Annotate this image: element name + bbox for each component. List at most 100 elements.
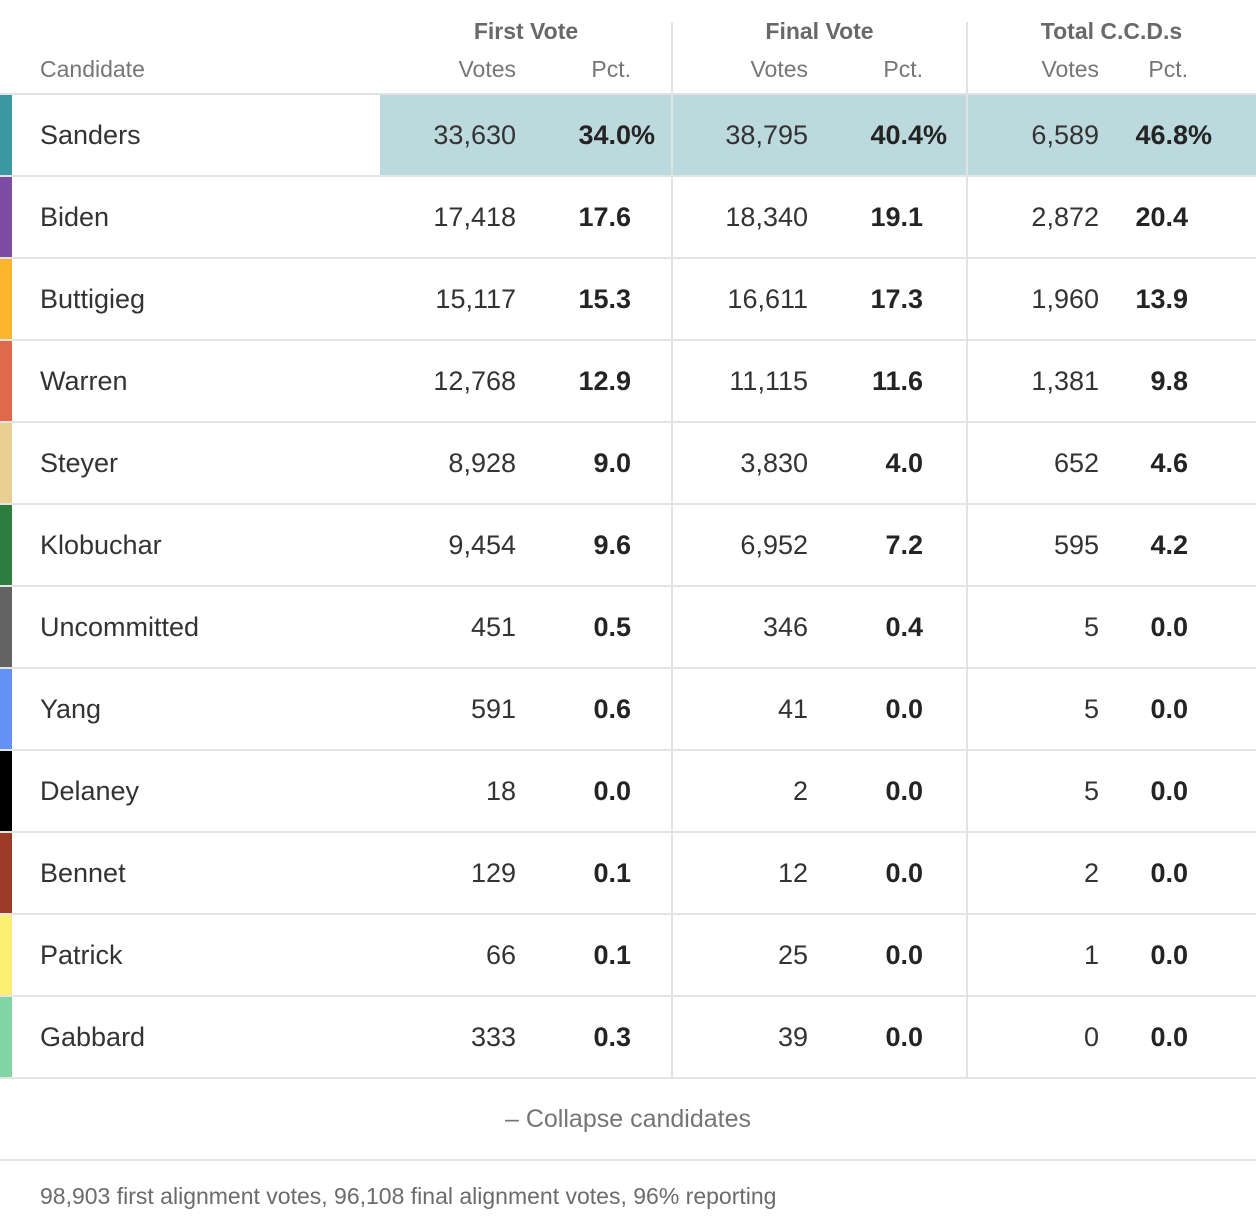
candidate-row-yang: Yang 591 0.6 41 0.0 5 0.0: [0, 669, 1256, 751]
final-vote-votes: 16,611: [727, 283, 808, 314]
candidate-row-uncommitted: Uncommitted 451 0.5 346 0.4 5 0.0: [0, 587, 1256, 669]
candidate-name: Warren: [40, 365, 128, 396]
first-vote-votes: 66: [485, 939, 516, 970]
first-vote-votes: 17,418: [433, 201, 516, 232]
candidate-row-biden: Biden 17,418 17.6 18,340 19.1 2,872 20.4: [0, 177, 1256, 259]
final-vote-pct: 7.2: [885, 529, 923, 560]
first-vote-pct: 0.0: [593, 775, 631, 806]
final-vote-votes: 3,830: [740, 447, 808, 478]
final-vote-pct: 4.0: [885, 447, 923, 478]
total-ccds-votes: 0: [1083, 1021, 1099, 1052]
total-ccds-votes: 1,960: [1031, 283, 1099, 314]
final-vote-pct: 0.0: [885, 775, 923, 806]
first-vote-votes: 591: [470, 693, 516, 724]
first-vote-pct: 0.1: [593, 939, 631, 970]
candidate-row-buttigieg: Buttigieg 15,117 15.3 16,611 17.3 1,960 13.9: [0, 259, 1256, 341]
candidate-row-gabbard: Gabbard 333 0.3 39 0.0 0 0.0: [0, 997, 1256, 1079]
final-vote-votes: 38,795: [672, 95, 808, 175]
final-vote-pct-label: Pct.: [883, 56, 923, 82]
total-ccds-votes: 6,589: [967, 95, 1099, 175]
candidate-name: Yang: [40, 693, 102, 724]
candidate-row-warren: Warren 12,768 12.9 11,115 11.6 1,381 9.8: [0, 341, 1256, 423]
total-ccds-votes: 5: [1083, 693, 1099, 724]
first-vote-votes: 333: [470, 1021, 516, 1052]
first-vote-pct: 15.3: [578, 283, 631, 314]
first-vote-votes: 33,630: [380, 95, 516, 175]
candidate-row-sanders: Sanders 33,630 34.0% 38,795 40.4% 6,589 46.8%: [0, 95, 1256, 177]
final-vote-votes: 18,340: [725, 201, 808, 232]
collapse-candidates-link[interactable]: – Collapse candidates: [505, 1104, 751, 1133]
candidate-color-bar: [0, 751, 12, 831]
candidate-name: Klobuchar: [40, 529, 162, 560]
first-vote-votes: 9,454: [448, 529, 516, 560]
candidate-color-bar: [0, 423, 12, 503]
final-vote-pct: 40.4%: [808, 95, 967, 175]
total-ccds-pct: 0.0: [1150, 857, 1188, 888]
candidate-color-bar: [0, 341, 12, 421]
table-body: Sanders 33,630 34.0% 38,795 40.4% 6,589 46.8% B…: [0, 95, 1256, 1079]
total-ccds-pct: 0.0: [1150, 611, 1188, 642]
candidate-name: Buttigieg: [40, 283, 146, 314]
candidate-name: Steyer: [40, 447, 119, 478]
candidate-color-bar: [0, 587, 12, 667]
candidate-row-patrick: Patrick 66 0.1 25 0.0 1 0.0: [0, 915, 1256, 997]
total-ccds-votes: 652: [1053, 447, 1099, 478]
final-vote-pct: 11.6: [871, 365, 923, 396]
candidate-row-delaney: Delaney 18 0.0 2 0.0 5 0.0: [0, 751, 1256, 833]
table-header: First Vote Final Vote Total C.C.D.s Cand…: [0, 0, 1256, 95]
footnote-row: 98,903 first alignment votes, 96,108 fin…: [0, 1161, 1256, 1232]
candidate-name: Gabbard: [40, 1021, 146, 1052]
candidate-color-bar: [0, 833, 12, 913]
candidate-name: Sanders: [12, 95, 380, 175]
final-vote-votes-label: Votes: [750, 56, 808, 82]
first-vote-pct: 0.6: [593, 693, 631, 724]
final-vote-votes: 2: [792, 775, 808, 806]
collapse-row: – Collapse candidates: [0, 1079, 1256, 1161]
candidate-row-steyer: Steyer 8,928 9.0 3,830 4.0 652 4.6: [0, 423, 1256, 505]
total-ccds-votes: 1,381: [1031, 365, 1099, 396]
candidate-color-bar: [0, 505, 12, 585]
candidate-color-bar: [0, 669, 12, 749]
candidate-row-klobuchar: Klobuchar 9,454 9.6 6,952 7.2 595 4.2: [0, 505, 1256, 587]
column-group-divider-2: [966, 22, 968, 1079]
final-vote-votes: 12: [777, 857, 808, 888]
first-vote-votes: 12,768: [433, 365, 516, 396]
candidate-column-label: Candidate: [40, 56, 145, 82]
first-vote-votes: 15,117: [435, 283, 516, 314]
total-ccds-votes: 2,872: [1031, 201, 1099, 232]
group-title-first-vote: First Vote: [473, 18, 579, 44]
final-vote-votes: 6,952: [740, 529, 808, 560]
candidate-name: Delaney: [40, 775, 140, 806]
final-vote-votes: 346: [762, 611, 808, 642]
final-vote-pct: 0.0: [885, 939, 923, 970]
total-ccds-votes: 595: [1053, 529, 1099, 560]
candidate-color-bar: [0, 915, 12, 995]
final-vote-pct: 19.1: [870, 201, 923, 232]
group-title-final-vote: Final Vote: [765, 18, 874, 44]
first-vote-pct-label: Pct.: [591, 56, 631, 82]
final-vote-votes: 39: [777, 1021, 808, 1052]
column-group-divider-1: [671, 22, 673, 1079]
total-ccds-pct: 9.8: [1150, 365, 1188, 396]
final-vote-pct: 17.3: [870, 283, 923, 314]
total-ccds-pct: 0.0: [1150, 693, 1188, 724]
first-vote-votes: 18: [485, 775, 516, 806]
first-vote-pct: 9.6: [593, 529, 631, 560]
reporting-footnote: 98,903 first alignment votes, 96,108 fin…: [40, 1183, 777, 1209]
first-vote-pct: 0.5: [593, 611, 631, 642]
first-vote-votes: 451: [470, 611, 516, 642]
total-ccds-votes: 2: [1083, 857, 1099, 888]
first-vote-pct: 0.3: [593, 1021, 631, 1052]
candidate-name: Uncommitted: [40, 611, 200, 642]
candidate-color-bar: [0, 997, 12, 1077]
total-ccds-pct: 4.6: [1150, 447, 1188, 478]
total-ccds-votes: 5: [1083, 775, 1099, 806]
final-vote-pct: 0.4: [885, 611, 923, 642]
first-vote-pct: 34.0%: [516, 95, 672, 175]
candidate-color-bar: [0, 177, 12, 257]
first-vote-pct: 0.1: [593, 857, 631, 888]
candidate-name: Patrick: [40, 939, 123, 970]
header-group-titles: First Vote Final Vote Total C.C.D.s: [0, 0, 1256, 46]
candidate-row-bennet: Bennet 129 0.1 12 0.0 2 0.0: [0, 833, 1256, 915]
